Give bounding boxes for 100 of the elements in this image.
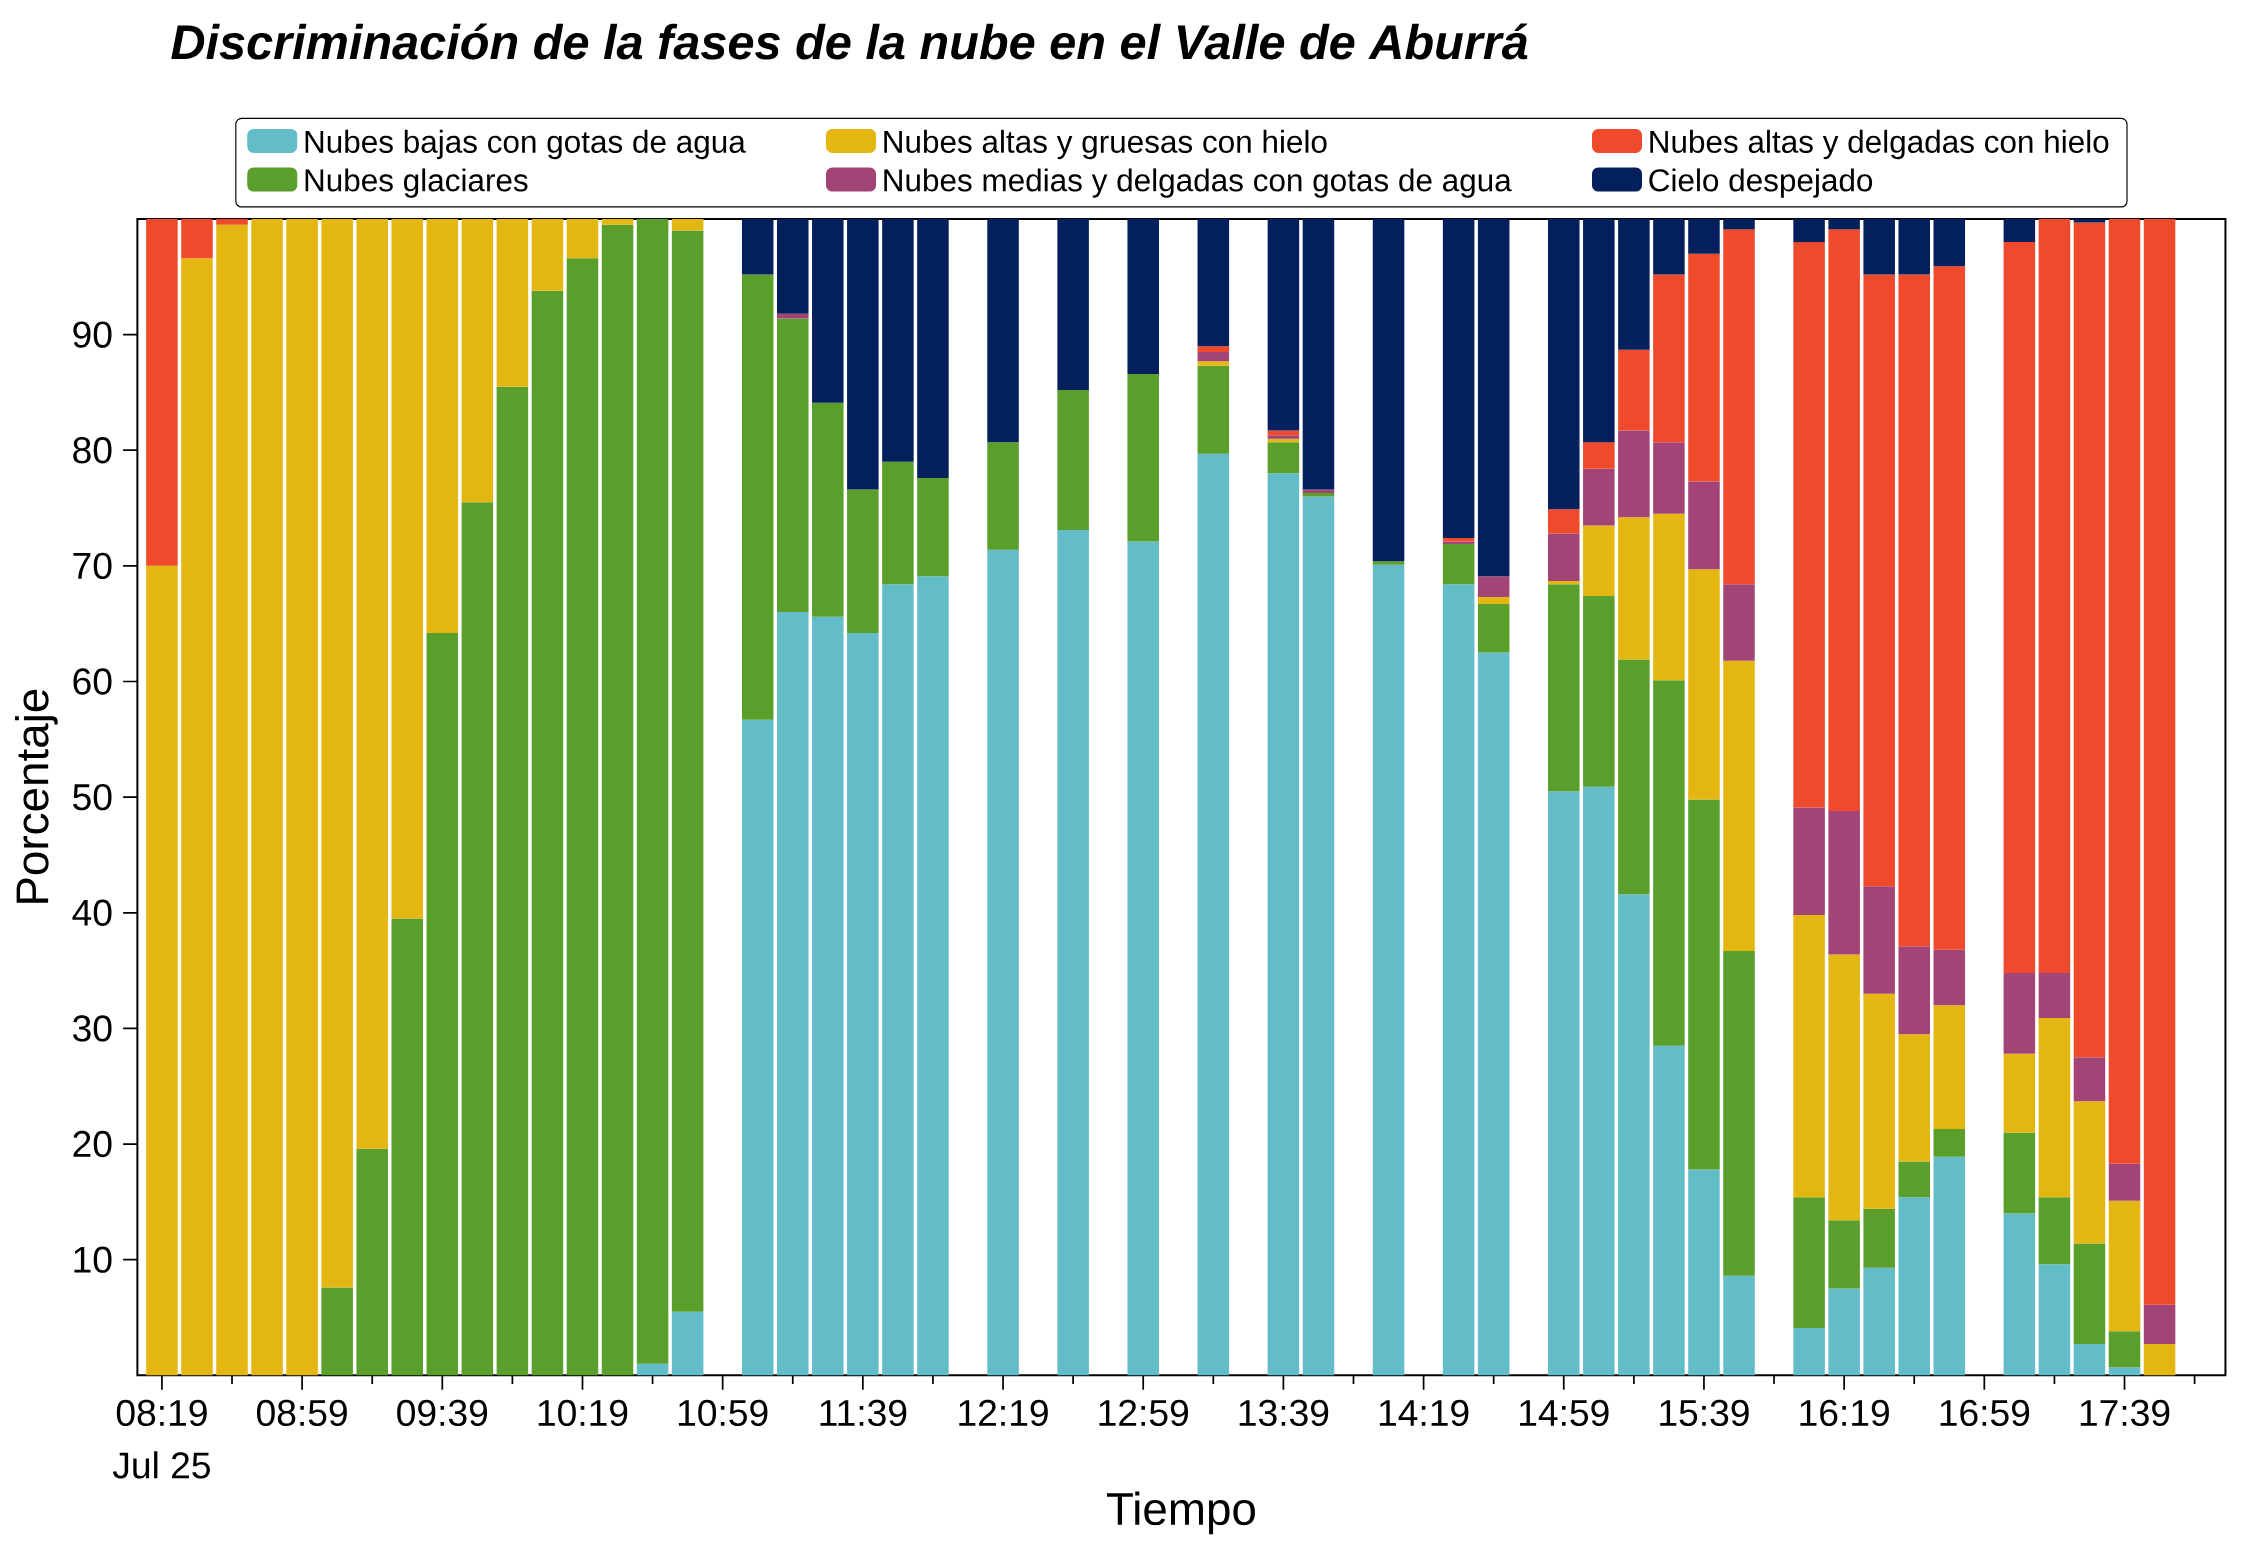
bar: [321, 1287, 353, 1376]
bar: [671, 230, 704, 1312]
bar: [741, 219, 774, 275]
x-tick-label: 10:19: [538, 1399, 628, 1427]
bar: [1688, 253, 1720, 482]
bar: [1267, 473, 1300, 1376]
bar: [2073, 1243, 2106, 1345]
bar: [1863, 1268, 1895, 1376]
y-tick-label: 50: [73, 784, 112, 811]
bar: [1197, 361, 1230, 367]
bar: [2003, 1054, 2036, 1133]
bar: [531, 290, 564, 1376]
bar: [1477, 576, 1510, 598]
bar: [1828, 219, 1860, 230]
y-tick-label: 90: [73, 321, 112, 349]
bar: [1653, 680, 1685, 1046]
bar: [1828, 811, 1860, 955]
bar: [1898, 274, 1930, 947]
bar: [1828, 1220, 1860, 1289]
x-tick-label: 17:39: [2080, 1399, 2170, 1427]
bar: [1267, 435, 1300, 439]
bar: [1197, 352, 1230, 362]
bar: [1583, 596, 1615, 787]
bar: [2038, 1197, 2071, 1265]
bar: [1372, 564, 1405, 1376]
bar: [1057, 219, 1089, 391]
y-tick-label: 30: [73, 1015, 112, 1042]
bar: [2003, 973, 2036, 1055]
bar: [1863, 993, 1895, 1210]
bar: [2108, 219, 2141, 1164]
bar: [2073, 1101, 2106, 1244]
bar: [1688, 569, 1720, 800]
bar: [1548, 219, 1580, 510]
bar: [1828, 229, 1860, 812]
bar: [1127, 219, 1159, 375]
bar: [847, 219, 879, 490]
bar: [2073, 222, 2106, 1058]
bar: [461, 502, 494, 1376]
bar: [741, 274, 774, 720]
bar: [531, 219, 564, 291]
bar: [601, 219, 634, 225]
bar: [1548, 509, 1580, 534]
bar: [636, 219, 669, 1364]
bar: [356, 219, 388, 1149]
bar: [286, 219, 318, 1376]
bar: [2038, 219, 2071, 974]
bar: [1933, 219, 1966, 267]
bar: [1933, 1005, 1966, 1130]
x-tick-label: 12:59: [1099, 1399, 1188, 1427]
bar: [1898, 1161, 1930, 1198]
bar: [1618, 349, 1650, 431]
bar: [1267, 442, 1300, 474]
legend-label: Cielo despejado: [1649, 168, 1873, 198]
y-tick-label: 20: [73, 1131, 112, 1158]
bar: [847, 633, 879, 1376]
x-tick-label: 16:19: [1800, 1399, 1889, 1427]
bar: [601, 224, 634, 1376]
bar: [461, 219, 494, 503]
bar: [1863, 1209, 1895, 1269]
bar: [1197, 219, 1230, 347]
bar: [917, 219, 949, 479]
bar: [146, 219, 178, 567]
bar: [2038, 1264, 2071, 1376]
text: Jul 25: [112, 1451, 210, 1479]
bar: [2108, 1367, 2141, 1376]
bar: [1197, 453, 1230, 1376]
chart-title: Discriminación de la fases de la nube en el Valle de Aburrá: [171, 23, 1528, 60]
legend-label: Nubes medias y delgadas con gotas de agua: [884, 168, 1512, 198]
x-tick-label: 09:39: [397, 1399, 488, 1427]
bar: [1197, 366, 1230, 454]
bar: [1653, 442, 1685, 515]
y-tick-label: 10: [74, 1246, 112, 1274]
x-tick-label: 12:19: [959, 1399, 1048, 1427]
bar: [1583, 442, 1615, 469]
bar: [1583, 786, 1615, 1376]
bar: [2143, 1305, 2176, 1345]
bar: [1477, 604, 1510, 653]
bar: [2003, 242, 2036, 974]
bar: [777, 318, 809, 613]
bar: [1688, 481, 1720, 570]
bar: [1828, 954, 1860, 1221]
bar: [1723, 951, 1755, 1277]
y-tick-label: 40: [72, 899, 112, 927]
bar: [1372, 219, 1405, 562]
bar: [1793, 1197, 1825, 1329]
bar: [1933, 266, 1966, 951]
legend-label: Nubes altas y delgadas con hielo: [1650, 130, 2109, 160]
bar: [882, 462, 914, 585]
bar: [882, 584, 914, 1376]
bar: [426, 633, 459, 1376]
bar: [1723, 1276, 1755, 1376]
legend-label: Nubes glaciares: [305, 168, 528, 198]
bar: [1583, 219, 1615, 443]
legend-label: Nubes altas y gruesas con hielo: [884, 130, 1327, 160]
x-tick-label: 10:59: [678, 1399, 768, 1427]
x-tick-label: 08:19: [116, 1399, 207, 1427]
bar: [1828, 1288, 1860, 1376]
bar: [1688, 1169, 1720, 1376]
bar: [1618, 219, 1650, 350]
bar: [741, 719, 774, 1376]
